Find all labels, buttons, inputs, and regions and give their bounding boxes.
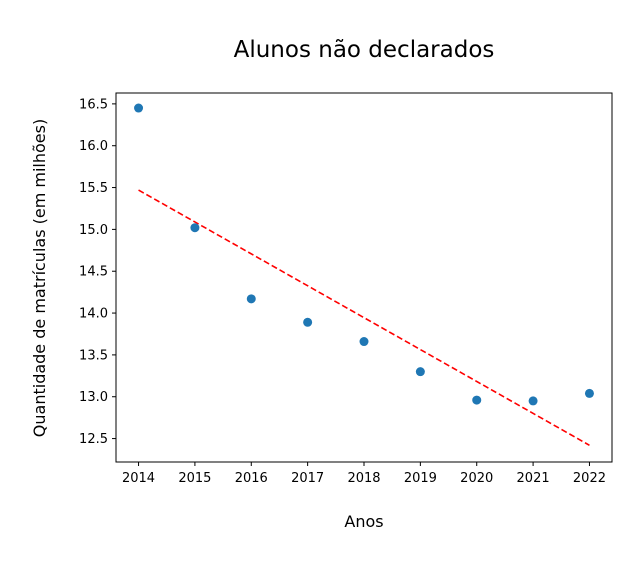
x-tick-label: 2017 [291,471,324,486]
y-axis-label: Quantidade de matrículas (em milhões) [30,119,49,437]
x-axis-label: Anos [344,512,383,531]
data-point [472,395,482,405]
data-point [190,223,200,233]
plot-frame [115,92,613,463]
data-point [528,396,538,406]
y-tick-label: 14.5 [79,265,108,280]
x-tick-label: 2016 [235,471,268,486]
x-tick-label: 2015 [178,471,211,486]
plot-area: 2014 2015 2016 2017 2018 2019 2020 2021 2022 12.5… [79,97,606,486]
chart-title: Alunos não declarados [234,37,495,63]
trend-line [138,189,590,446]
x-tick-label: 2022 [573,471,606,486]
y-tick-label: 12.5 [79,432,108,447]
y-tick-label: 13.5 [79,348,108,363]
y-tick-label: 15.5 [79,181,108,196]
data-point [246,294,256,304]
y-tick-label: 16.0 [79,139,108,154]
x-tick-label: 2019 [404,471,437,486]
x-tick-label: 2018 [347,471,380,486]
y-tick-label: 13.0 [79,390,108,405]
x-tick-label: 2021 [517,471,550,486]
data-point [303,317,313,327]
data-point [134,103,144,113]
x-tick-label: 2014 [122,471,155,486]
data-point [415,367,425,377]
x-tick-label: 2020 [460,471,493,486]
y-tick-label: 14.0 [79,307,108,322]
y-tick-label: 16.5 [79,97,108,112]
data-point [584,388,594,398]
y-tick-label: 15.0 [79,223,108,238]
data-point [359,337,369,347]
